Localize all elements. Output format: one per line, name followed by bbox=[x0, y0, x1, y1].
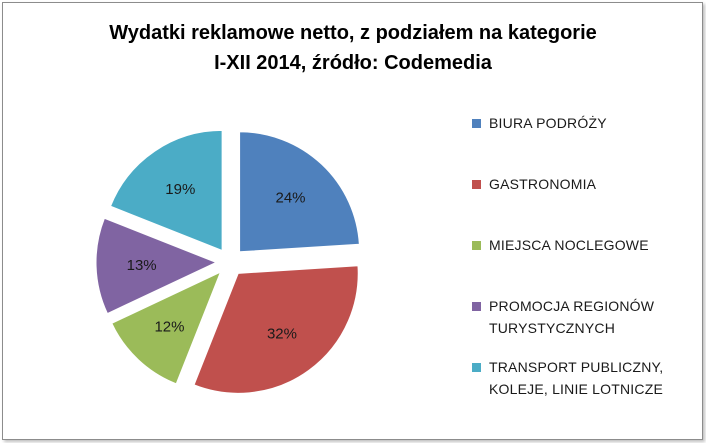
slice-data-label: 13% bbox=[127, 257, 157, 274]
legend-label: BIURA PODRÓŻY bbox=[489, 112, 704, 134]
pie-slice-biura-podrozy bbox=[239, 131, 360, 253]
legend-label-line: MIEJSCA NOCLEGOWE bbox=[489, 237, 649, 253]
chart-title-line2: I-XII 2014, źródło: Codemedia bbox=[214, 52, 492, 74]
slice-data-label: 24% bbox=[275, 190, 305, 207]
legend-label-line: TRANSPORT PUBLICZNY, bbox=[489, 359, 664, 375]
slice-data-label: 32% bbox=[267, 326, 297, 343]
chart-title: Wydatki reklamowe netto, z podziałem na … bbox=[0, 18, 706, 78]
legend-label-line: BIURA PODRÓŻY bbox=[489, 115, 607, 131]
legend-swatch bbox=[472, 180, 481, 189]
slice-data-label: 12% bbox=[154, 318, 184, 335]
legend-label-line: GASTRONOMIA bbox=[489, 176, 597, 192]
legend-swatch bbox=[472, 363, 481, 372]
legend-label: PROMOCJA REGIONÓW TURYSTYCZNYCH bbox=[489, 295, 704, 339]
legend-label: GASTRONOMIA bbox=[489, 173, 704, 195]
legend-label: MIEJSCA NOCLEGOWE bbox=[489, 234, 704, 256]
legend-label-line: KOLEJE, LINIE LOTNICZE bbox=[489, 381, 663, 397]
legend-swatch bbox=[472, 119, 481, 128]
slice-data-label: 19% bbox=[165, 181, 195, 198]
legend-label-line: TURYSTYCZNYCH bbox=[489, 320, 616, 336]
pie-slice-promocja-regionow-turystycznych bbox=[95, 217, 218, 315]
chart-title-line1: Wydatki reklamowe netto, z podziałem na … bbox=[109, 22, 597, 44]
pie-slice-gastronomia bbox=[193, 265, 359, 394]
pie-slice-miejsca-noclegowe bbox=[111, 271, 222, 385]
legend-swatch bbox=[472, 241, 481, 250]
pie-slice-transport-publiczny-koleje-linie-lotnicze bbox=[109, 129, 223, 252]
legend-label-line: PROMOCJA REGIONÓW bbox=[489, 298, 655, 314]
legend-label: TRANSPORT PUBLICZNY, KOLEJE, LINIE LOTNIC… bbox=[489, 356, 704, 400]
legend-swatch bbox=[472, 302, 481, 311]
